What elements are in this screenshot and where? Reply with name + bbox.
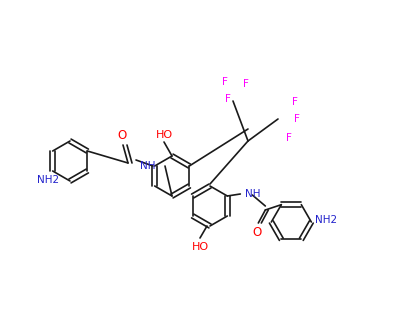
Text: HO: HO	[192, 242, 208, 252]
Text: NH: NH	[245, 189, 261, 199]
Text: F: F	[222, 77, 228, 87]
Text: O: O	[118, 129, 127, 142]
Text: F: F	[292, 97, 298, 107]
Text: F: F	[286, 133, 292, 143]
Text: NH2: NH2	[315, 215, 337, 225]
Text: NH: NH	[139, 161, 155, 171]
Text: HO: HO	[155, 130, 173, 140]
Text: F: F	[294, 114, 300, 124]
Text: NH2: NH2	[37, 175, 59, 185]
Text: O: O	[253, 226, 262, 239]
Text: F: F	[243, 79, 249, 89]
Text: F: F	[225, 94, 231, 104]
